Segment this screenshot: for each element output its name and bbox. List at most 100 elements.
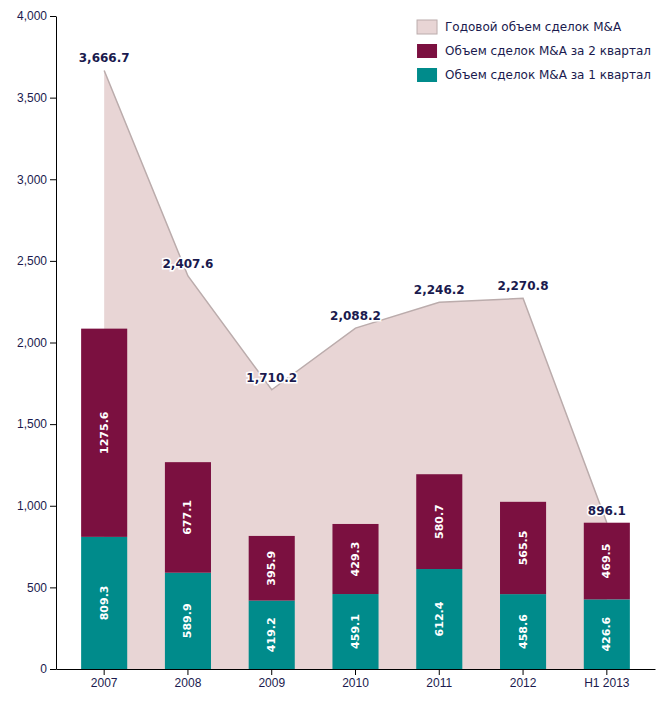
- x-tick-label: H1 2013: [584, 676, 630, 690]
- y-tick: 2,500: [17, 254, 56, 268]
- legend-item: Объем сделок M&A за 2 квартал: [417, 44, 651, 58]
- y-tick: 2,000: [17, 336, 56, 350]
- marks: [81, 70, 630, 669]
- x-tick-mark: [104, 669, 105, 675]
- bar: [584, 599, 630, 669]
- area-label: 2,270.8: [498, 279, 549, 293]
- y-tick-mark: [50, 179, 56, 180]
- legend-swatch: [417, 44, 437, 58]
- y-tick-mark: [50, 424, 56, 425]
- y-tick-label: 4,000: [17, 9, 47, 23]
- y-tick: 3,500: [17, 91, 56, 105]
- y-tick-mark: [50, 506, 56, 507]
- x-tick: 2010: [342, 669, 369, 690]
- area-label: 1,710.2: [246, 371, 297, 385]
- x-tick-label: 2009: [258, 676, 285, 690]
- x-axis: 2007 2008 2009 2010 2011 2012 H1 2013: [57, 669, 656, 690]
- y-tick-label: 2,500: [17, 254, 47, 268]
- bar-label: 459.1: [349, 614, 362, 649]
- y-tick: 3,000: [17, 173, 56, 187]
- x-tick: 2012: [510, 669, 537, 690]
- bar: [416, 474, 462, 569]
- bar: [165, 462, 211, 573]
- area-label: 3,666.7: [79, 51, 130, 65]
- y-tick-mark: [50, 261, 56, 262]
- bar: [249, 601, 295, 669]
- y-tick: 4,000: [17, 9, 56, 23]
- bar: [584, 523, 630, 600]
- bar-label: 395.9: [265, 551, 278, 586]
- bar-label: 429.3: [349, 542, 362, 577]
- y-axis: 0 500 1,000 1,500 2,000 2,500 3,000 3,500 4,000: [17, 9, 57, 676]
- x-tick-label: 2007: [91, 676, 118, 690]
- x-tick: 2008: [175, 669, 202, 690]
- x-tick-label: 2010: [342, 676, 369, 690]
- bar-label: 419.2: [265, 617, 278, 652]
- x-tick: 2011: [426, 669, 452, 690]
- bar: [81, 329, 127, 537]
- y-tick-mark: [50, 16, 56, 17]
- bar-label: 809.3: [98, 586, 111, 621]
- area-line: [104, 70, 607, 522]
- chart: 0 500 1,000 1,500 2,000 2,500 3,000 3,500 4,000 2…: [0, 0, 671, 703]
- x-tick-mark: [271, 669, 272, 675]
- bar-label: 469.5: [600, 544, 613, 579]
- area-label: 896.1: [588, 504, 626, 518]
- x-tick-label: 2011: [426, 676, 452, 690]
- bar: [500, 502, 546, 594]
- y-tick: 1,500: [17, 417, 56, 431]
- legend-label: Объем сделок M&A за 1 квартал: [445, 68, 651, 82]
- y-tick-mark: [50, 343, 56, 344]
- x-tick-mark: [187, 669, 188, 675]
- y-tick-mark: [50, 587, 56, 588]
- legend: Годовой объем сделок M&A Объем сделок M&A…: [417, 20, 651, 82]
- x-tick: 2007: [91, 669, 118, 690]
- x-tick: 2009: [258, 669, 285, 690]
- legend-label: Объем сделок M&A за 2 квартал: [445, 44, 651, 58]
- x-tick-mark: [355, 669, 356, 675]
- x-tick-mark: [523, 669, 524, 675]
- y-tick-label: 1,500: [17, 417, 47, 431]
- legend-swatch: [417, 20, 437, 34]
- x-tick-mark: [439, 669, 440, 675]
- bar: [416, 569, 462, 669]
- legend-swatch: [417, 68, 437, 82]
- area-label: 2,088.2: [330, 309, 381, 323]
- area-label: 2,407.6: [163, 257, 214, 271]
- plot: 0 500 1,000 1,500 2,000 2,500 3,000 3,500 4,000 2…: [17, 9, 656, 689]
- y-tick: 500: [27, 581, 56, 595]
- bar-label: 612.4: [433, 601, 446, 636]
- y-tick-label: 3,500: [17, 91, 47, 105]
- x-tick: H1 2013: [584, 669, 630, 690]
- x-tick-mark: [606, 669, 607, 675]
- bar-label: 458.6: [517, 614, 530, 649]
- bar-label: 589.9: [181, 603, 194, 638]
- y-tick-label: 500: [27, 581, 47, 595]
- y-tick: 0: [40, 662, 56, 676]
- bar-label: 1275.6: [98, 411, 111, 454]
- legend-item: Объем сделок M&A за 1 квартал: [417, 68, 651, 82]
- bar-label: 677.1: [181, 500, 194, 535]
- bar: [249, 536, 295, 601]
- x-tick-label: 2008: [175, 676, 202, 690]
- y-tick: 1,000: [17, 499, 56, 513]
- bar: [165, 573, 211, 669]
- y-tick-mark: [50, 669, 56, 670]
- bar-label: 426.6: [600, 616, 613, 651]
- legend-label: Годовой объем сделок M&A: [445, 20, 622, 34]
- x-tick-label: 2012: [510, 676, 537, 690]
- legend-item: Годовой объем сделок M&A: [417, 20, 622, 34]
- y-tick-label: 0: [40, 662, 47, 676]
- bar: [500, 594, 546, 669]
- y-tick-label: 3,000: [17, 173, 47, 187]
- y-tick-label: 2,000: [17, 336, 47, 350]
- bar-label: 580.7: [433, 504, 446, 539]
- y-tick-mark: [50, 98, 56, 99]
- bar: [332, 594, 378, 669]
- area-label: 2,246.2: [414, 283, 465, 297]
- labels: 809.3 589.9 419.2 459.1 612.4 458.6 426.6 1275.…: [79, 51, 626, 652]
- y-tick-label: 1,000: [17, 499, 47, 513]
- bar: [332, 524, 378, 594]
- area: [104, 70, 607, 669]
- bar: [81, 537, 127, 669]
